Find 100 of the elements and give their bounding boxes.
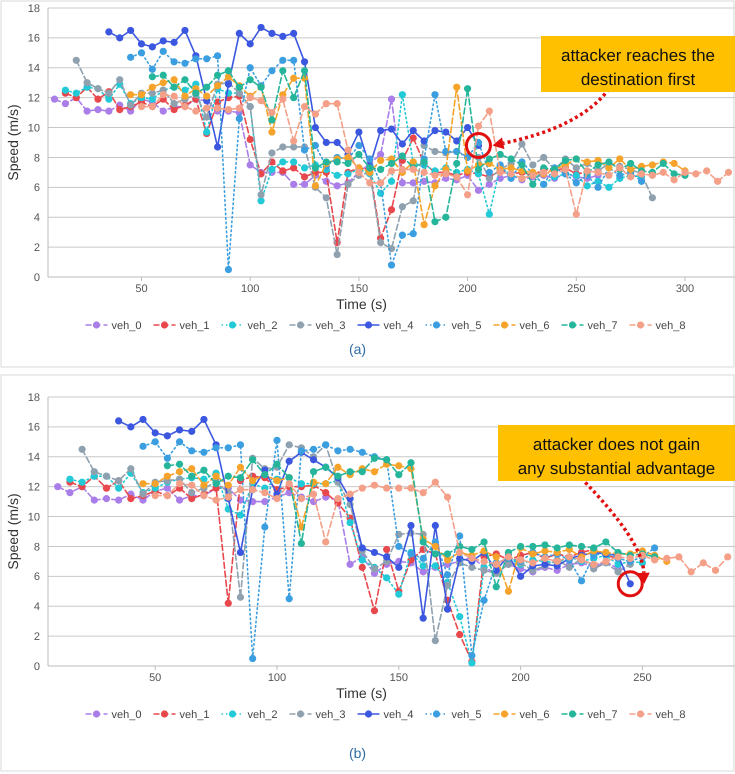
point: [246, 136, 254, 144]
point: [388, 125, 396, 133]
point: [388, 206, 396, 214]
point: [578, 542, 586, 550]
x-tick-label: 200: [458, 283, 477, 295]
point: [181, 76, 189, 84]
point: [507, 155, 515, 163]
point: [78, 478, 86, 486]
point: [300, 67, 308, 74]
point: [388, 178, 396, 185]
point: [540, 154, 548, 162]
point: [370, 468, 378, 476]
point: [398, 140, 406, 148]
point: [127, 91, 134, 98]
point: [116, 76, 124, 84]
legend-label: veh_2: [248, 320, 278, 332]
point: [444, 582, 452, 589]
point: [431, 148, 439, 156]
legend-label: veh_4: [384, 320, 414, 332]
point: [703, 167, 710, 174]
point: [541, 547, 549, 555]
point: [105, 28, 112, 36]
y-tick-label: 0: [34, 660, 40, 673]
legend-label: veh_3: [316, 320, 346, 332]
point: [383, 574, 390, 582]
point: [90, 496, 98, 504]
y-tick-label: 16: [28, 422, 40, 434]
point: [224, 444, 232, 452]
point: [464, 85, 472, 92]
point: [105, 108, 112, 115]
point: [279, 158, 286, 166]
point: [300, 173, 308, 180]
point: [358, 564, 366, 571]
point: [236, 594, 244, 601]
point: [290, 158, 298, 166]
point: [268, 30, 276, 38]
point: [236, 30, 243, 38]
y-tick-label: 0: [34, 272, 40, 284]
point: [651, 556, 658, 564]
point: [431, 91, 439, 98]
point: [442, 214, 450, 221]
point: [148, 96, 156, 103]
point: [420, 489, 427, 496]
legend-label: veh_0: [112, 320, 142, 332]
point: [474, 186, 482, 194]
point: [290, 180, 298, 188]
point: [176, 426, 184, 434]
x-tick-label: 100: [241, 283, 260, 295]
point: [529, 542, 536, 550]
point: [138, 40, 146, 48]
point: [127, 465, 134, 472]
point: [160, 108, 167, 115]
point: [692, 170, 700, 178]
y-axis-title: Speed (m/s): [5, 493, 21, 570]
point: [54, 483, 62, 490]
point: [398, 179, 406, 186]
point: [420, 554, 427, 562]
point: [152, 438, 159, 446]
legend-label: veh_8: [656, 708, 686, 721]
point: [176, 438, 184, 446]
point: [164, 454, 171, 462]
point: [456, 631, 464, 638]
point: [170, 106, 178, 114]
point: [105, 96, 112, 103]
point: [138, 103, 146, 110]
point: [290, 137, 298, 145]
point: [84, 79, 91, 86]
point: [398, 232, 406, 239]
point: [486, 168, 493, 176]
point: [286, 480, 293, 488]
point: [578, 577, 586, 584]
point: [203, 113, 210, 121]
point: [115, 417, 122, 425]
point: [176, 496, 184, 504]
point: [224, 600, 232, 607]
y-tick-label: 2: [34, 242, 40, 254]
point: [139, 442, 147, 450]
point: [444, 606, 452, 613]
y-tick-label: 16: [28, 32, 40, 45]
point: [94, 96, 102, 103]
point: [62, 100, 69, 108]
point: [366, 155, 374, 163]
point: [688, 568, 695, 576]
point: [176, 480, 184, 488]
point: [290, 143, 298, 151]
point: [246, 76, 254, 84]
point: [395, 462, 402, 470]
legend-label: veh_8: [656, 320, 686, 332]
point: [300, 146, 308, 154]
point: [660, 168, 667, 176]
point: [160, 72, 167, 79]
point: [377, 126, 384, 134]
point: [616, 172, 624, 179]
point: [214, 104, 222, 112]
point: [518, 140, 526, 148]
point: [50, 96, 58, 103]
point: [572, 179, 580, 186]
point: [420, 221, 428, 228]
point: [188, 447, 196, 454]
point: [486, 155, 493, 163]
